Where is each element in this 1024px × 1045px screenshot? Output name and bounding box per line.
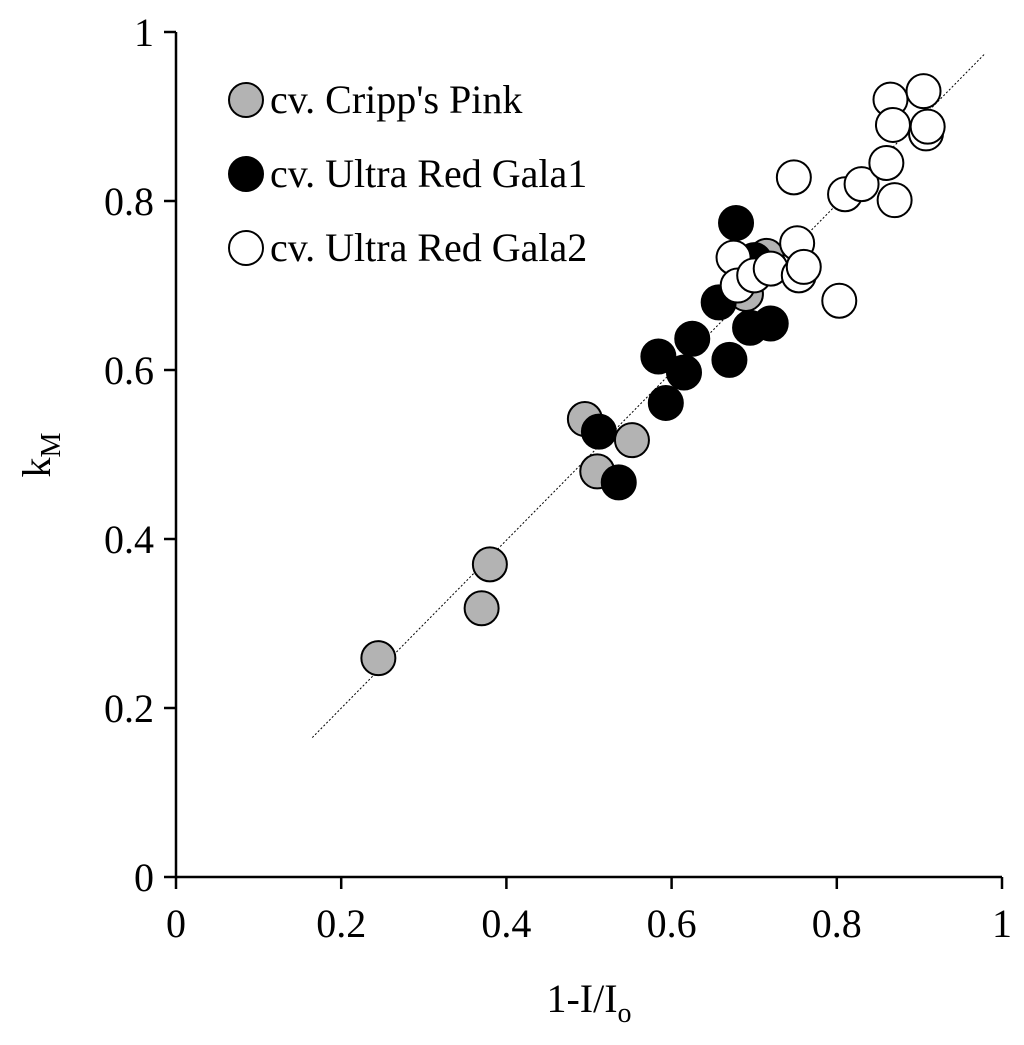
- y-axis-title: kM: [14, 432, 67, 477]
- series-1: [580, 204, 789, 501]
- data-point: [775, 159, 812, 196]
- data-point: [665, 354, 702, 391]
- data-point: [905, 73, 942, 110]
- data-point: [647, 384, 684, 421]
- legend: cv. Cripp's Pink cv. Ultra Red Gala1 cv. U…: [228, 77, 587, 270]
- x-axis-title-sub: o: [618, 998, 632, 1029]
- data-point: [580, 413, 617, 450]
- y-tick-label: 0.2: [104, 686, 154, 731]
- x-tick-label: 0: [166, 901, 186, 946]
- axes: [174, 32, 1002, 879]
- x-tick-label: 0.2: [316, 901, 366, 946]
- data-point: [752, 305, 789, 342]
- data-point: [613, 422, 650, 459]
- y-tick-label: 0.8: [104, 179, 154, 224]
- data-point: [718, 204, 755, 241]
- y-tick-label: 0.6: [104, 348, 154, 393]
- data-point: [868, 144, 905, 181]
- data-point: [600, 464, 637, 501]
- y-axis-title-sub: M: [36, 432, 67, 457]
- legend-marker: [228, 230, 264, 266]
- series-2: [715, 73, 946, 319]
- data-point: [463, 590, 500, 627]
- data-point: [821, 282, 858, 319]
- data-points: [360, 73, 946, 677]
- y-tick-label: 0: [134, 855, 154, 900]
- data-point: [711, 341, 748, 378]
- x-ticks: 0 0.2 0.4 0.6 0.8 1: [166, 877, 1012, 946]
- y-tick-label: 1: [134, 10, 154, 55]
- y-tick-label: 0.4: [104, 517, 154, 562]
- data-point: [471, 546, 508, 583]
- x-axis-title: 1-I/Io: [546, 976, 631, 1029]
- data-point: [874, 106, 911, 143]
- data-point: [876, 182, 913, 219]
- data-point: [360, 640, 397, 677]
- y-axis-title-main: k: [14, 457, 59, 477]
- x-axis-title-main: 1-I/I: [546, 976, 617, 1021]
- x-tick-label: 0.4: [481, 901, 531, 946]
- data-point: [785, 248, 822, 285]
- legend-label: cv. Ultra Red Gala2: [270, 225, 587, 270]
- legend-marker: [228, 156, 264, 192]
- x-tick-label: 0.8: [812, 901, 862, 946]
- legend-label: cv. Cripp's Pink: [270, 77, 522, 122]
- data-point: [843, 166, 880, 203]
- data-point: [640, 338, 677, 375]
- y-ticks: 0 0.2 0.4 0.6 0.8 1: [104, 10, 176, 900]
- legend-marker: [228, 82, 264, 118]
- data-point: [909, 108, 946, 145]
- data-point: [674, 320, 711, 357]
- x-tick-label: 0.6: [647, 901, 697, 946]
- legend-label: cv. Ultra Red Gala1: [270, 151, 587, 196]
- x-tick-label: 1: [992, 901, 1012, 946]
